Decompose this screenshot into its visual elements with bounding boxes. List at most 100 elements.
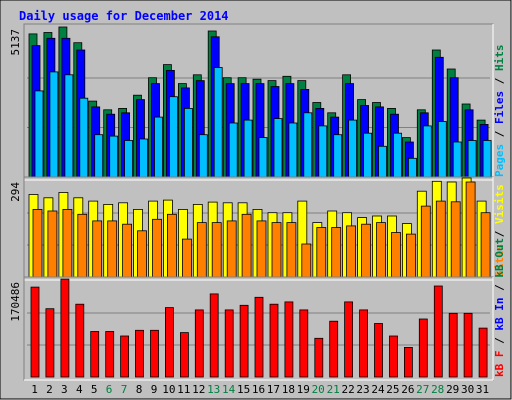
x-tick-label: 29 [446,383,459,396]
bar-kbytes-22 [344,301,354,378]
bar-pages-28 [437,121,447,178]
x-tick-label: 7 [121,383,128,396]
legend-item: Sites [493,244,506,277]
x-tick-label: 11 [177,383,190,396]
legend-item: Pages [493,144,506,177]
x-tick-label: 9 [151,383,158,396]
x-tick-label: 18 [282,383,295,396]
bar-kbytes-11 [179,332,189,378]
bar-kbytes-27 [418,318,428,378]
bar-pages-2 [49,71,59,178]
bar-pages-18 [288,122,298,178]
bar-sites-13 [211,222,222,278]
x-tick-label: 21 [327,383,340,396]
x-tick-label: 5 [91,383,98,396]
bar-kbytes-7 [120,335,129,378]
bar-sites-8 [137,230,147,278]
x-tick-label: 10 [162,383,175,396]
bar-kbytes-17 [269,303,279,378]
legend-item: kB F [493,351,506,378]
bar-sites-26 [405,233,416,278]
bar-sites-29 [450,201,461,278]
x-tick-label: 30 [461,383,474,396]
bar-pages-3 [64,74,74,178]
bar-kbytes-24 [374,323,383,378]
x-tick-label: 25 [386,383,399,396]
bar-sites-12 [196,222,207,278]
x-tick-label: 24 [371,383,385,396]
bar-pages-13 [213,67,223,178]
bar-pages-22 [348,119,358,178]
bar-pages-30 [467,140,477,178]
legend-item: kB In [493,298,506,331]
bar-sites-14 [226,220,237,278]
legend-item: kB Out [493,238,506,278]
bar-pages-26 [407,157,417,178]
bar-kbytes-2 [45,308,55,378]
legend-separator: / [493,224,506,244]
bar-pages-8 [139,138,148,178]
legend-item: Hits [493,45,506,72]
x-tick-label: 26 [401,383,414,396]
bar-pages-27 [422,125,432,178]
bar-pages-6 [109,135,119,178]
bar-kbytes-15 [239,304,249,378]
x-tick-label: 15 [237,383,250,396]
bar-kbytes-19 [299,309,309,378]
bar-kbytes-29 [448,312,458,378]
legend-item: Files [493,91,506,124]
bar-sites-27 [420,205,431,278]
bar-pages-29 [452,141,462,178]
bar-kbytes-21 [329,320,339,378]
bar-pages-25 [393,132,402,178]
bar-pages-19 [303,112,313,178]
bar-sites-5 [92,220,103,278]
bar-kbytes-23 [359,309,369,378]
bar-kbytes-10 [164,307,174,378]
legend-kbytes: kB F / kB In / kB Out [493,238,506,377]
bar-kbytes-28 [433,285,443,378]
bar-pages-31 [482,140,492,178]
x-tick-label: 28 [431,383,444,396]
bar-sites-20 [316,227,327,278]
panel-hits-files-pages: 5137 Pages / Files / Hits [9,23,506,181]
x-tick-label: 17 [267,383,280,396]
bar-kbytes-26 [403,346,413,378]
panel-visits-sites: 294 Sites / Visits [9,176,506,281]
bar-sites-18 [286,222,297,278]
bar-kbytes-25 [389,335,398,378]
x-tick-label: 22 [341,383,354,396]
bar-sites-3 [62,208,73,278]
bar-sites-10 [166,213,177,278]
bar-sites-11 [181,238,192,278]
x-tick-label: 23 [356,383,369,396]
legend-separator: / [493,124,506,144]
x-tick-label: 1 [31,383,38,396]
bar-pages-17 [273,118,283,178]
bar-kbytes-18 [284,301,294,378]
bar-sites-9 [152,218,162,278]
max-label: 294 [9,182,22,202]
bar-sites-17 [271,222,282,278]
x-tick-label: 8 [136,383,143,396]
x-tick-label: 2 [46,383,53,396]
bar-pages-14 [228,122,238,178]
bar-kbytes-1 [30,286,40,378]
bar-sites-25 [391,232,401,278]
bar-sites-19 [301,243,312,278]
legend-separator: / [493,278,506,298]
bar-pages-4 [79,97,89,178]
bar-sites-7 [122,223,132,278]
bar-kbytes-9 [150,329,159,378]
chart-title: Daily usage for December 2014 [19,9,229,23]
x-tick-label: 27 [416,383,429,396]
bar-sites-15 [241,213,252,278]
legend-hits-files-pages: Pages / Files / Hits [493,45,506,178]
legend-separator: / [493,71,506,91]
bar-kbytes-8 [135,329,144,378]
bar-pages-5 [94,134,104,178]
bar-sites-22 [346,225,357,278]
max-label: 170486 [9,282,22,322]
bar-pages-11 [183,108,193,178]
